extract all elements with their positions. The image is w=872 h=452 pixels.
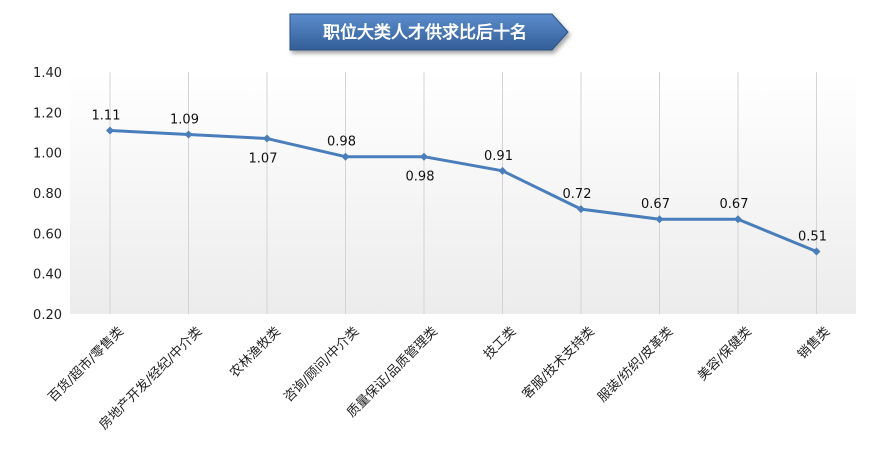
x-category-label: 美容/保健类 xyxy=(694,324,754,384)
x-category-label: 质量保证/品质管理类 xyxy=(344,324,440,420)
x-category-label: 农林渔牧类 xyxy=(227,324,284,381)
data-label: 1.07 xyxy=(249,152,278,167)
data-labels: 1.11 1.09 1.07 0.98 0.98 0.91 0.72 0.67 0.67 0.51 xyxy=(92,108,827,244)
data-point xyxy=(341,152,350,161)
x-category-label: 百货/超市/零售类 xyxy=(45,324,127,406)
y-axis-ticks: 0.20 0.40 0.60 0.80 1.00 1.20 1.40 xyxy=(33,66,62,323)
y-tick-label: 1.00 xyxy=(33,147,62,162)
x-category-label: 技工类 xyxy=(481,324,519,362)
chart-title-banner: 职位大类人才供求比后十名 xyxy=(289,13,569,51)
data-label: 0.67 xyxy=(720,197,749,212)
series-line xyxy=(109,128,818,253)
x-category-label: 咨询/顾问/中介类 xyxy=(281,324,362,405)
data-point xyxy=(655,215,664,224)
data-label: 0.51 xyxy=(798,229,827,244)
y-tick-label: 0.80 xyxy=(33,187,62,202)
data-markers xyxy=(106,126,821,256)
data-point xyxy=(106,126,114,135)
y-tick-label: 0.20 xyxy=(33,308,62,323)
y-tick-label: 0.40 xyxy=(33,268,62,283)
gridlines xyxy=(109,72,817,314)
data-label: 0.98 xyxy=(327,135,356,150)
data-point xyxy=(734,215,742,224)
x-category-label: 客服/技术支持类 xyxy=(519,324,598,403)
data-label: 1.09 xyxy=(170,113,199,128)
data-point xyxy=(184,130,193,139)
plot-area xyxy=(70,72,856,314)
data-point xyxy=(812,247,821,256)
data-label: 0.67 xyxy=(641,197,670,212)
data-point xyxy=(263,134,271,143)
data-label: 1.11 xyxy=(92,108,121,123)
y-tick-label: 1.20 xyxy=(33,106,62,121)
title-arrow-shape xyxy=(289,13,569,51)
data-label: 0.98 xyxy=(406,170,435,185)
chart-title: 职位大类人才供求比后十名 xyxy=(323,22,527,43)
data-label: 0.91 xyxy=(484,149,513,164)
y-tick-label: 1.40 xyxy=(33,66,62,81)
x-category-label: 服装/纺织/皮革类 xyxy=(595,324,676,405)
data-point xyxy=(577,205,585,214)
data-point xyxy=(420,152,428,161)
y-tick-label: 0.60 xyxy=(33,227,62,242)
data-label: 0.72 xyxy=(563,187,592,202)
data-point xyxy=(498,166,507,175)
x-category-label: 销售类 xyxy=(794,324,833,363)
